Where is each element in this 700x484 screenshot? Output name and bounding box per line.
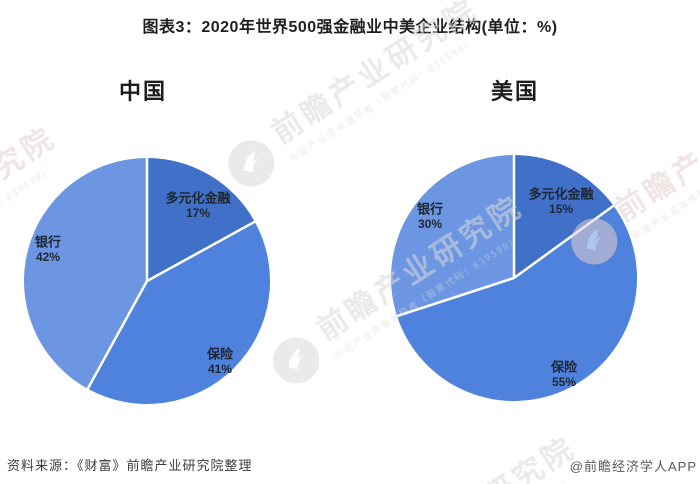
pie-value: 15% [548, 202, 574, 216]
pie-slice [87, 221, 271, 404]
pie-value: 42% [35, 250, 61, 264]
pie-value: 55% [551, 375, 577, 389]
pie-label: 银行 [416, 201, 444, 217]
pie-separator [86, 280, 149, 390]
pie-slice [23, 158, 147, 389]
pie-value: 30% [417, 217, 443, 231]
pie-label: 保险 [550, 359, 578, 375]
app-handle: @前瞻经济学人APP [569, 459, 697, 474]
pie-separator [146, 220, 256, 283]
pie-slice [391, 155, 514, 317]
pie-label: 多元化金融 [165, 190, 231, 206]
pie-value: 17% [185, 206, 211, 220]
pie-separator [396, 276, 515, 318]
chart-title-us: 美国 [490, 79, 540, 104]
pie-label: 银行 [34, 234, 62, 250]
source-note: 资料来源：《财富》前瞻产业研究院整理 [7, 458, 253, 473]
chart-title-china: 中国 [118, 79, 168, 104]
pie-label: 保险 [206, 346, 234, 362]
pie-label: 多元化金融 [528, 186, 594, 202]
page-title: 图表3：2020年世界500强金融业中美企业结构(单位：%) [142, 19, 558, 36]
pie-value: 41% [207, 362, 233, 376]
